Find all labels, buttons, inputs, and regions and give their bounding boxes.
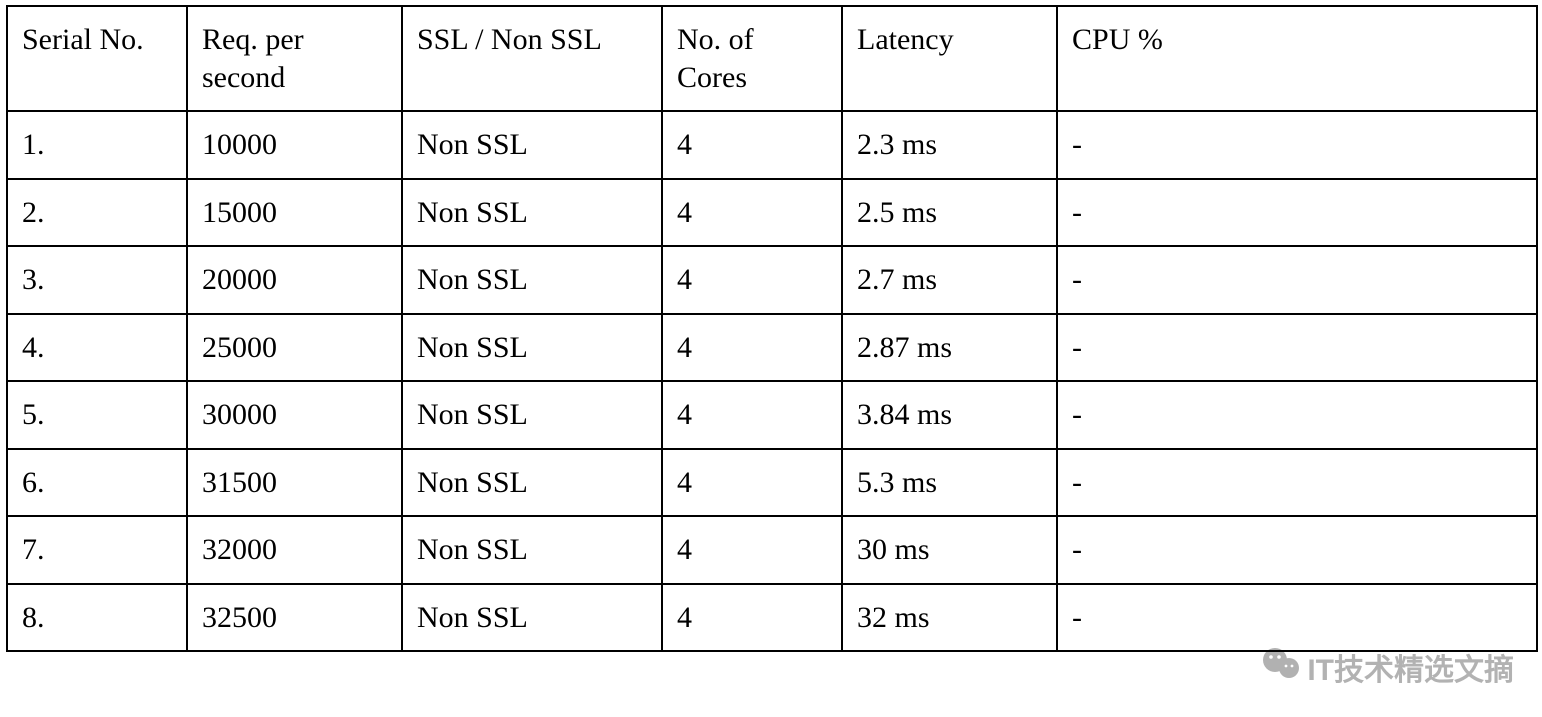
cell-latency: 2.5 ms: [842, 179, 1057, 247]
col-rps: Req. per second: [187, 6, 402, 111]
cell-cpu: -: [1057, 246, 1537, 314]
cell-cpu: -: [1057, 584, 1537, 652]
cell-cores: 4: [662, 314, 842, 382]
col-latency: Latency: [842, 6, 1057, 111]
col-serial: Serial No.: [7, 6, 187, 111]
cell-cores: 4: [662, 584, 842, 652]
page: Serial No. Req. per second SSL / Non SSL…: [0, 5, 1542, 717]
cell-serial: 6.: [7, 449, 187, 517]
table-row: 3. 20000 Non SSL 4 2.7 ms -: [7, 246, 1537, 314]
table-row: 4. 25000 Non SSL 4 2.87 ms -: [7, 314, 1537, 382]
cell-latency: 2.87 ms: [842, 314, 1057, 382]
cell-serial: 3.: [7, 246, 187, 314]
cell-serial: 8.: [7, 584, 187, 652]
col-ssl: SSL / Non SSL: [402, 6, 662, 111]
cell-cpu: -: [1057, 111, 1537, 179]
cell-ssl: Non SSL: [402, 314, 662, 382]
cell-cpu: -: [1057, 516, 1537, 584]
cell-cores: 4: [662, 246, 842, 314]
cell-rps: 10000: [187, 111, 402, 179]
cell-serial: 4.: [7, 314, 187, 382]
cell-cpu: -: [1057, 179, 1537, 247]
cell-latency: 30 ms: [842, 516, 1057, 584]
table-row: 5. 30000 Non SSL 4 3.84 ms -: [7, 381, 1537, 449]
col-cores: No. of Cores: [662, 6, 842, 111]
cell-ssl: Non SSL: [402, 516, 662, 584]
cell-latency: 3.84 ms: [842, 381, 1057, 449]
cell-cores: 4: [662, 449, 842, 517]
cell-serial: 5.: [7, 381, 187, 449]
cell-serial: 7.: [7, 516, 187, 584]
cell-rps: 20000: [187, 246, 402, 314]
table-header-row: Serial No. Req. per second SSL / Non SSL…: [7, 6, 1537, 111]
table-row: 2. 15000 Non SSL 4 2.5 ms -: [7, 179, 1537, 247]
cell-latency: 2.3 ms: [842, 111, 1057, 179]
table-row: 8. 32500 Non SSL 4 32 ms -: [7, 584, 1537, 652]
cell-ssl: Non SSL: [402, 179, 662, 247]
cell-ssl: Non SSL: [402, 449, 662, 517]
cell-rps: 25000: [187, 314, 402, 382]
cell-cores: 4: [662, 516, 842, 584]
cell-cores: 4: [662, 179, 842, 247]
cell-ssl: Non SSL: [402, 381, 662, 449]
cell-rps: 31500: [187, 449, 402, 517]
cell-latency: 32 ms: [842, 584, 1057, 652]
cell-ssl: Non SSL: [402, 246, 662, 314]
cell-serial: 1.: [7, 111, 187, 179]
cell-ssl: Non SSL: [402, 584, 662, 652]
cell-ssl: Non SSL: [402, 111, 662, 179]
cell-cores: 4: [662, 381, 842, 449]
cell-rps: 15000: [187, 179, 402, 247]
col-cpu: CPU %: [1057, 6, 1537, 111]
cell-latency: 5.3 ms: [842, 449, 1057, 517]
cell-cpu: -: [1057, 381, 1537, 449]
table-row: 1. 10000 Non SSL 4 2.3 ms -: [7, 111, 1537, 179]
performance-table: Serial No. Req. per second SSL / Non SSL…: [6, 5, 1538, 652]
wechat-icon: [1261, 646, 1301, 688]
cell-serial: 2.: [7, 179, 187, 247]
cell-rps: 32500: [187, 584, 402, 652]
cell-cpu: -: [1057, 449, 1537, 517]
table-row: 7. 32000 Non SSL 4 30 ms -: [7, 516, 1537, 584]
cell-cores: 4: [662, 111, 842, 179]
cell-rps: 30000: [187, 381, 402, 449]
table-row: 6. 31500 Non SSL 4 5.3 ms -: [7, 449, 1537, 517]
cell-cpu: -: [1057, 314, 1537, 382]
cell-latency: 2.7 ms: [842, 246, 1057, 314]
cell-rps: 32000: [187, 516, 402, 584]
